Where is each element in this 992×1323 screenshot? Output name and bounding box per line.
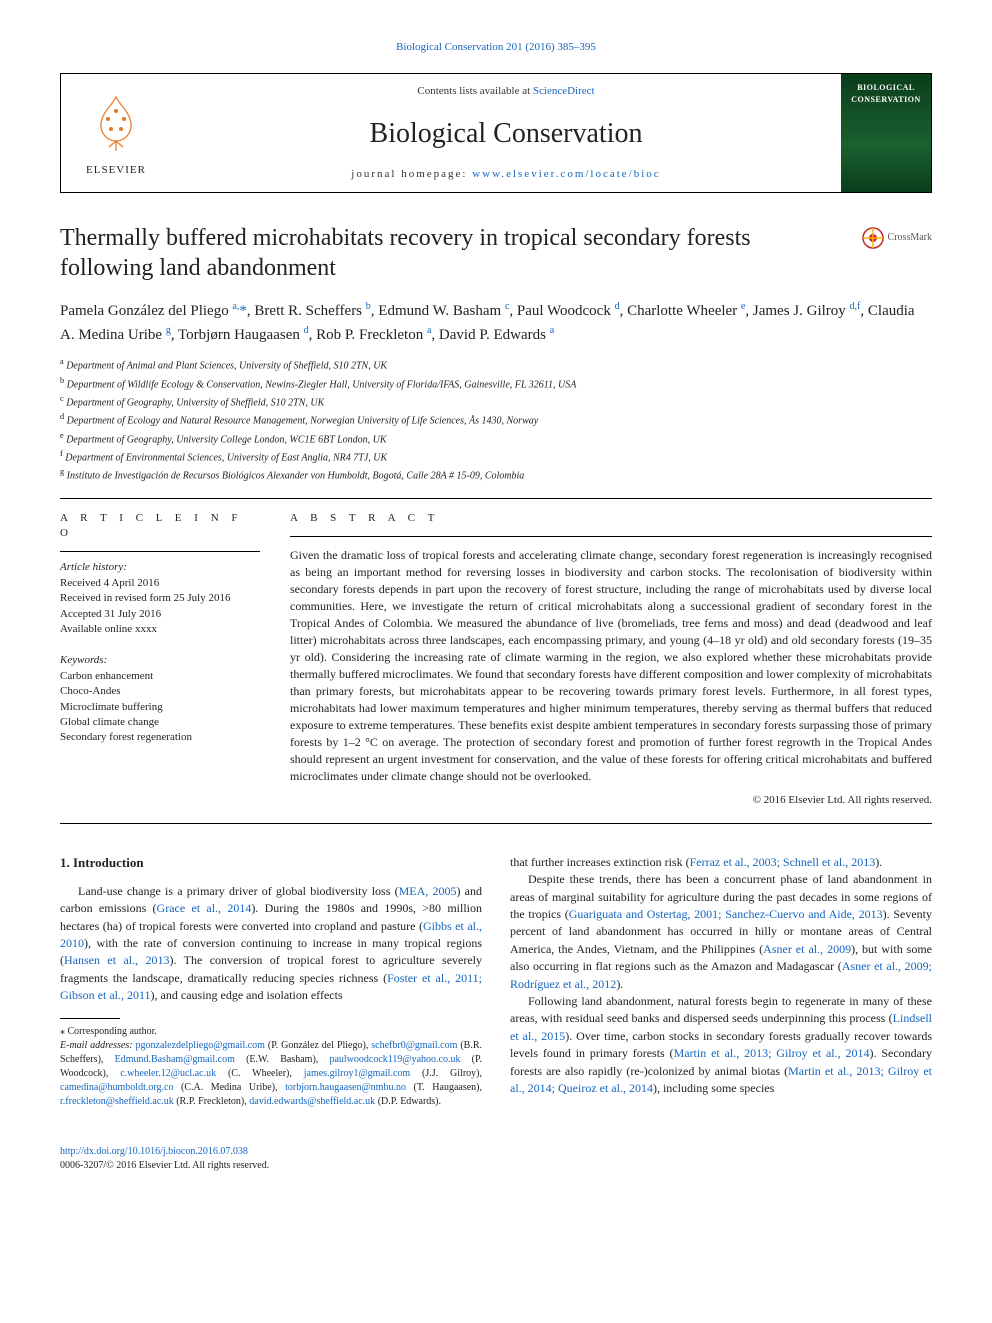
text: ).	[875, 855, 882, 869]
history-line: Received in revised form 25 July 2016	[60, 591, 260, 606]
homepage-link[interactable]: www.elsevier.com/locate/bioc	[472, 168, 660, 180]
intro-paragraph-1: Land-use change is a primary driver of g…	[60, 883, 482, 1005]
info-abstract-row: A R T I C L E I N F O Article history: R…	[60, 511, 932, 809]
homepage-prefix: journal homepage:	[351, 168, 472, 180]
ref-link[interactable]: Ferraz et al., 2003; Schnell et al., 201…	[690, 855, 876, 869]
affiliations: a Department of Animal and Plant Science…	[60, 356, 932, 483]
affiliation: a Department of Animal and Plant Science…	[60, 356, 932, 373]
elsevier-logo: ELSEVIER	[61, 74, 171, 192]
rule	[60, 498, 932, 499]
ref-link[interactable]: Hansen et al., 2013	[64, 953, 170, 967]
keyword: Microclimate buffering	[60, 700, 260, 715]
footnotes: ⁎ Corresponding author. E-mail addresses…	[60, 1025, 482, 1109]
ref-link[interactable]: Grace et al., 2014	[157, 901, 252, 915]
text: ).	[616, 977, 623, 991]
crossmark-label: CrossMark	[888, 231, 932, 245]
crossmark-badge[interactable]: CrossMark	[862, 227, 932, 249]
keyword: Global climate change	[60, 715, 260, 730]
journal-name: Biological Conservation	[370, 114, 643, 153]
corresponding-author: ⁎ Corresponding author.	[60, 1025, 482, 1039]
ref-link[interactable]: Guariguata and Ostertag, 2001; Sanchez-C…	[569, 907, 883, 921]
column-left: 1. Introduction Land-use change is a pri…	[60, 854, 482, 1110]
affiliation: f Department of Environmental Sciences, …	[60, 448, 932, 465]
footnote-separator	[60, 1018, 120, 1019]
cover-title: BIOLOGICAL CONSERVATION	[845, 82, 927, 104]
crossmark-icon	[862, 227, 884, 249]
affiliation: e Department of Geography, University Co…	[60, 430, 932, 447]
email-addresses: E-mail addresses: pgonzalezdelpliego@gma…	[60, 1039, 482, 1109]
abstract: A B S T R A C T Given the dramatic loss …	[290, 511, 932, 809]
elsevier-tree-icon	[81, 89, 151, 159]
ref-link[interactable]: MEA, 2005	[399, 884, 457, 898]
body-columns: 1. Introduction Land-use change is a pri…	[60, 854, 932, 1110]
ref-link[interactable]: Martin et al., 2013; Gilroy et al., 2014	[674, 1046, 870, 1060]
intro-paragraph-1-cont: that further increases extinction risk (…	[510, 854, 932, 871]
abstract-text: Given the dramatic loss of tropical fore…	[290, 547, 932, 785]
history-line: Received 4 April 2016	[60, 576, 260, 591]
abstract-head: A B S T R A C T	[290, 511, 932, 526]
text: ), including some species	[653, 1081, 774, 1095]
abs-rule	[290, 536, 932, 537]
issn-copyright: 0006-3207/© 2016 Elsevier Ltd. All right…	[60, 1159, 932, 1173]
doi-link[interactable]: http://dx.doi.org/10.1016/j.biocon.2016.…	[60, 1146, 248, 1157]
affiliation: d Department of Ecology and Natural Reso…	[60, 411, 932, 428]
abstract-copyright: © 2016 Elsevier Ltd. All rights reserved…	[290, 793, 932, 808]
ref-link[interactable]: Asner et al., 2009	[763, 942, 851, 956]
article-info: A R T I C L E I N F O Article history: R…	[60, 511, 260, 809]
text: Following land abandonment, natural fore…	[510, 994, 932, 1025]
affiliation: c Department of Geography, University of…	[60, 393, 932, 410]
affiliation: g Instituto de Investigación de Recursos…	[60, 466, 932, 483]
text: Land-use change is a primary driver of g…	[78, 884, 399, 898]
header-center: Contents lists available at ScienceDirec…	[171, 74, 841, 192]
running-head-link[interactable]: Biological Conservation 201 (2016) 385–3…	[396, 41, 596, 53]
contents-prefix: Contents lists available at	[417, 85, 532, 97]
elsevier-name: ELSEVIER	[86, 163, 146, 178]
article-history: Article history: Received 4 April 2016Re…	[60, 560, 260, 637]
article-title: Thermally buffered microhabitats recover…	[60, 223, 932, 283]
intro-paragraph-2: Despite these trends, there has been a c…	[510, 871, 932, 993]
column-right: that further increases extinction risk (…	[510, 854, 932, 1110]
contents-line: Contents lists available at ScienceDirec…	[417, 84, 594, 99]
rule	[60, 823, 932, 824]
info-head: A R T I C L E I N F O	[60, 511, 260, 542]
keyword: Carbon enhancement	[60, 669, 260, 684]
homepage-line: journal homepage: www.elsevier.com/locat…	[351, 167, 660, 182]
text: that further increases extinction risk (	[510, 855, 690, 869]
history-line: Available online xxxx	[60, 622, 260, 637]
keyword: Secondary forest regeneration	[60, 730, 260, 745]
info-rule	[60, 551, 260, 552]
authors: Pamela González del Pliego a,*, Brett R.…	[60, 299, 932, 346]
keywords-block: Keywords: Carbon enhancementChoco-AndesM…	[60, 653, 260, 745]
page-footer: http://dx.doi.org/10.1016/j.biocon.2016.…	[60, 1145, 932, 1173]
intro-paragraph-3: Following land abandonment, natural fore…	[510, 993, 932, 1097]
history-label: Article history:	[60, 560, 260, 575]
affiliation: b Department of Wildlife Ecology & Conse…	[60, 375, 932, 392]
text: ), and causing edge and isolation effect…	[151, 988, 343, 1002]
keyword: Choco-Andes	[60, 684, 260, 699]
history-line: Accepted 31 July 2016	[60, 607, 260, 622]
sciencedirect-link[interactable]: ScienceDirect	[533, 85, 595, 97]
article-head: CrossMark Thermally buffered microhabita…	[60, 223, 932, 483]
keywords-label: Keywords:	[60, 653, 260, 668]
journal-header: ELSEVIER Contents lists available at Sci…	[60, 73, 932, 193]
journal-cover: BIOLOGICAL CONSERVATION	[841, 74, 931, 192]
running-head: Biological Conservation 201 (2016) 385–3…	[60, 40, 932, 55]
section-heading: 1. Introduction	[60, 854, 482, 873]
email-label: E-mail addresses:	[60, 1040, 136, 1051]
